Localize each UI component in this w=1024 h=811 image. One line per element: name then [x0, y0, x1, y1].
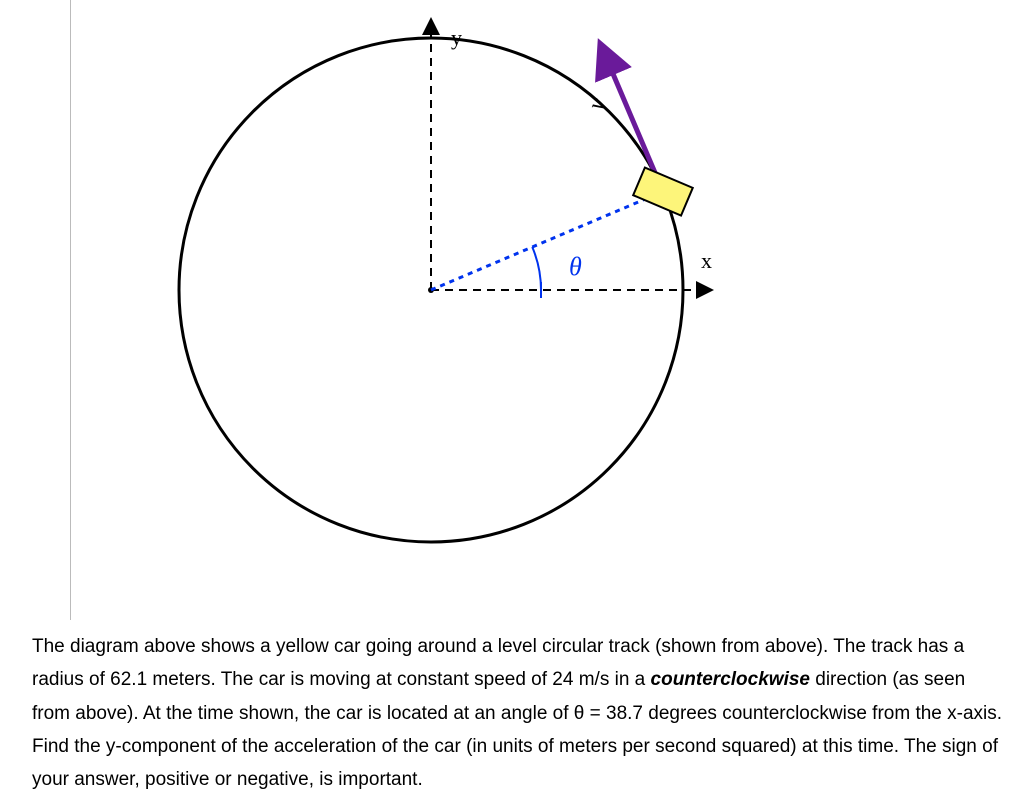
x-axis-label: x [701, 248, 712, 273]
diagram-area: x y θ v⃗ [70, 0, 1024, 620]
problem-emphasis: counterclockwise [651, 669, 810, 690]
theta-label: θ [569, 252, 582, 281]
problem-text: The diagram above shows a yellow car goi… [0, 620, 1024, 796]
y-axis-label: y [451, 25, 462, 50]
physics-diagram: x y θ v⃗ [71, 0, 1024, 620]
velocity-label: v⃗ [583, 77, 618, 114]
page-container: x y θ v⃗ The diagram above shows a yellow c… [0, 0, 1024, 811]
car-icon [633, 168, 693, 216]
